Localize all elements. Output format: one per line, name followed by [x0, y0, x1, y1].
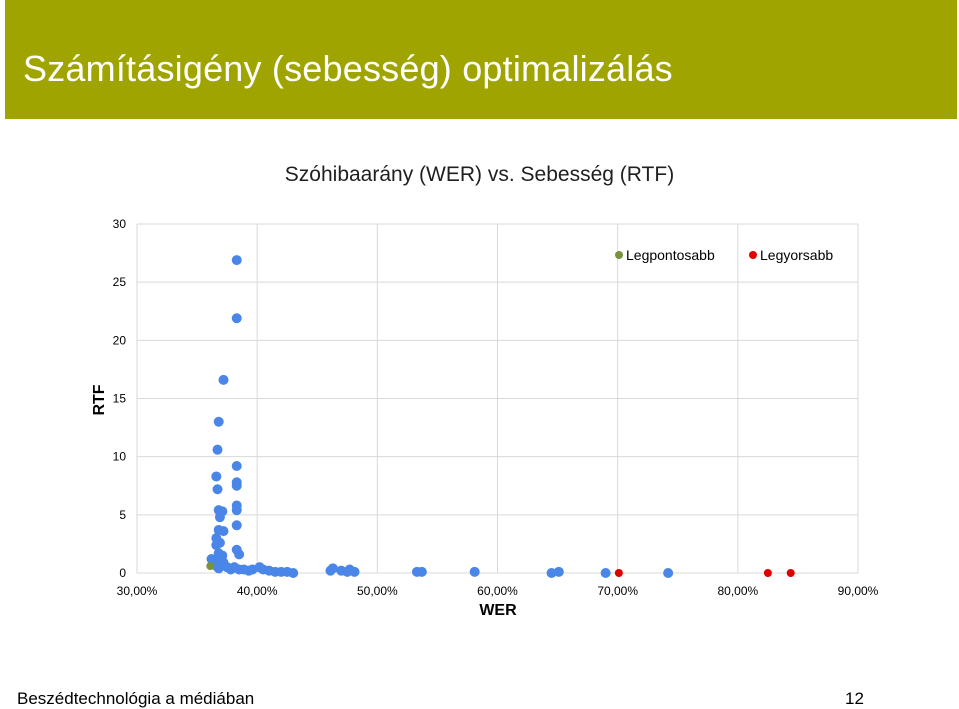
- legend: Legpontosabb Legyorsabb: [615, 247, 833, 263]
- slide-title: Számításigény (sebesség) optimalizálás: [23, 48, 673, 89]
- x-tick-label: 90,00%: [838, 584, 879, 598]
- series-point: [231, 313, 242, 324]
- legend-label: Legyorsabb: [760, 247, 833, 263]
- title-bar: Számításigény (sebesség) optimalizálás: [5, 0, 957, 119]
- series-point: [231, 255, 242, 266]
- y-tick-label: 10: [113, 450, 127, 464]
- page-number: 12: [845, 689, 864, 708]
- x-axis-label: WER: [479, 602, 517, 619]
- series-point: [231, 480, 242, 491]
- legyorsabb-point: [786, 569, 795, 577]
- y-tick-label: 20: [113, 333, 127, 347]
- y-tick-label: 15: [113, 392, 127, 406]
- tick-labels: 30,00% 40,00% 50,00% 60,00% 70,00% 80,00% 90,0…: [113, 217, 879, 598]
- series-point: [234, 549, 245, 560]
- series-point: [600, 568, 611, 578]
- x-tick-label: 70,00%: [597, 584, 638, 598]
- x-tick-label: 30,00%: [117, 584, 158, 598]
- chart-title: Szóhibaarány (WER) vs. Sebesség (RTF): [284, 163, 675, 186]
- y-tick-label: 25: [113, 275, 127, 289]
- series-point: [218, 374, 229, 385]
- legend-label: Legpontosabb: [626, 247, 715, 263]
- legend-marker: [615, 251, 623, 259]
- series-point: [231, 460, 242, 471]
- series-point: [213, 416, 224, 427]
- grid-layer: [136, 223, 859, 574]
- footer-text: Beszédtechnológia a médiában: [17, 689, 255, 708]
- series-point: [663, 568, 674, 578]
- series-point: [288, 568, 299, 578]
- legpontosabb-point: [206, 562, 215, 571]
- series-point: [469, 566, 480, 577]
- series-point: [212, 484, 223, 495]
- y-axis-label: RTF: [91, 384, 108, 415]
- y-tick-label: 0: [119, 566, 126, 580]
- series-point: [214, 512, 225, 523]
- series-point: [231, 520, 242, 531]
- y-tick-label: 5: [119, 508, 126, 522]
- series-point: [416, 566, 427, 577]
- series-point: [327, 563, 338, 574]
- series-point: [231, 505, 242, 516]
- series-point: [211, 471, 222, 482]
- x-tick-label: 60,00%: [477, 584, 518, 598]
- series-point: [553, 566, 564, 577]
- series-point: [349, 566, 360, 577]
- series-point: [212, 444, 223, 455]
- x-tick-label: 80,00%: [717, 584, 758, 598]
- x-tick-label: 40,00%: [237, 584, 278, 598]
- x-tick-label: 50,00%: [357, 584, 398, 598]
- series-point: [211, 540, 222, 551]
- series-point: [218, 526, 229, 537]
- y-tick-label: 30: [113, 217, 127, 231]
- data-points: [206, 255, 795, 578]
- legyorsabb-point: [614, 569, 623, 577]
- legend-marker: [749, 251, 757, 259]
- legyorsabb-point: [763, 569, 772, 577]
- series-point: [213, 563, 224, 574]
